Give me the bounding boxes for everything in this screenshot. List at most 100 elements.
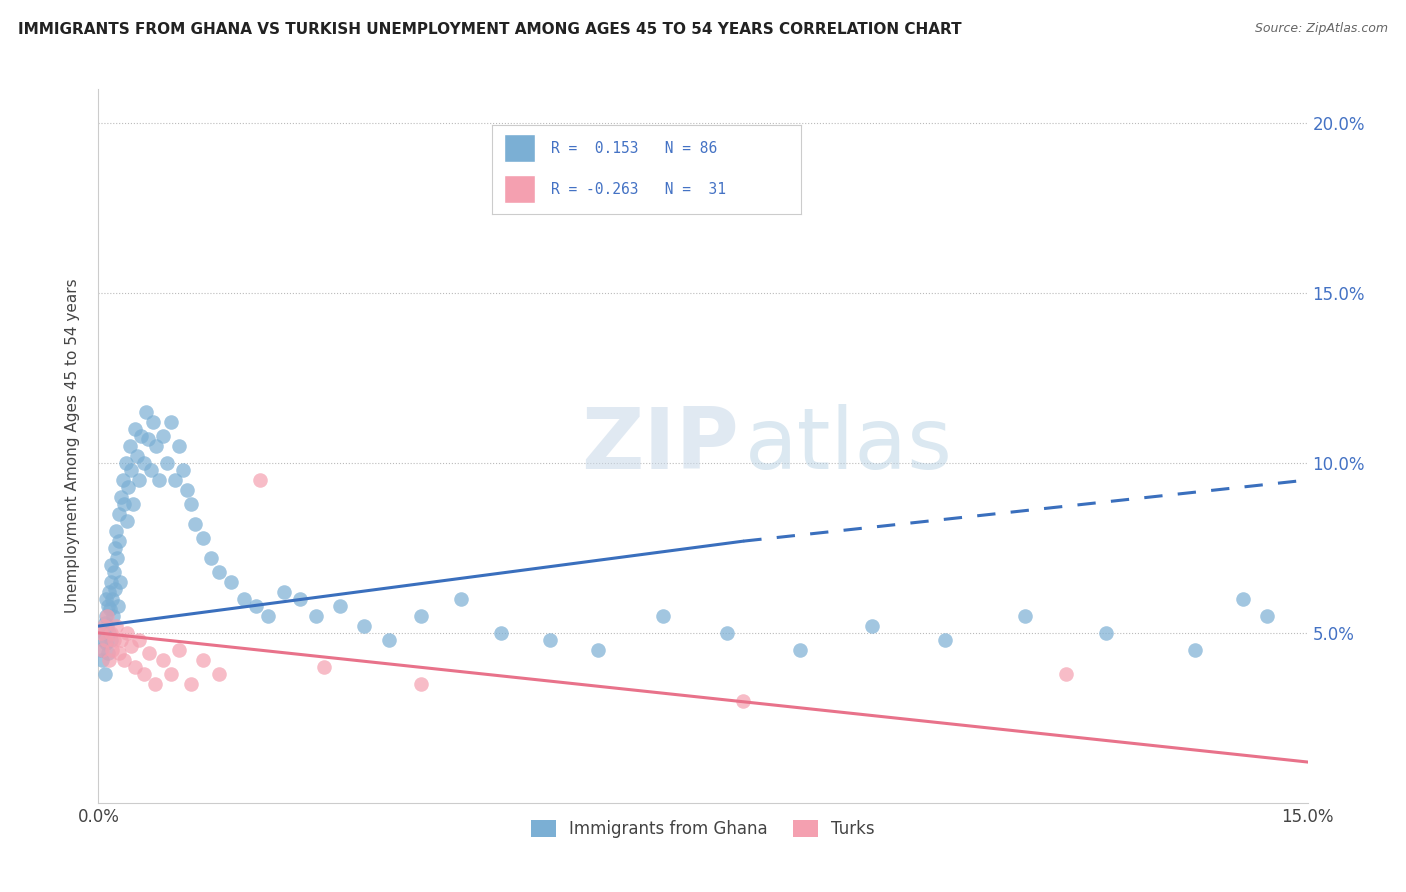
- Point: [193, 653, 215, 667]
- Point: [167, 643, 190, 657]
- Point: [128, 473, 150, 487]
- Point: [1014, 608, 1036, 623]
- Point: [142, 415, 165, 429]
- Point: [94, 632, 117, 647]
- Point: [94, 608, 117, 623]
- Point: [97, 646, 120, 660]
- Point: [91, 643, 114, 657]
- Point: [208, 666, 231, 681]
- Legend: Immigrants from Ghana, Turks: Immigrants from Ghana, Turks: [524, 813, 882, 845]
- Point: [120, 640, 142, 654]
- Point: [138, 646, 160, 660]
- Point: [152, 429, 174, 443]
- Point: [122, 497, 145, 511]
- Point: [139, 463, 162, 477]
- Point: [124, 422, 146, 436]
- Point: [934, 632, 956, 647]
- Point: [193, 531, 215, 545]
- Point: [409, 677, 432, 691]
- Point: [103, 541, 125, 555]
- Point: [538, 632, 561, 647]
- Bar: [505, 134, 536, 162]
- Point: [200, 551, 222, 566]
- Point: [160, 666, 183, 681]
- Point: [288, 591, 311, 606]
- Point: [117, 626, 139, 640]
- Point: [409, 608, 432, 623]
- Point: [586, 643, 609, 657]
- Point: [1232, 591, 1254, 606]
- Point: [172, 463, 194, 477]
- Point: [1256, 608, 1278, 623]
- Text: R =  0.153   N = 86: R = 0.153 N = 86: [551, 141, 717, 155]
- Point: [208, 565, 231, 579]
- Point: [1184, 643, 1206, 657]
- Point: [97, 626, 120, 640]
- Point: [118, 439, 141, 453]
- Point: [117, 480, 139, 494]
- Point: [112, 497, 135, 511]
- Point: [249, 473, 271, 487]
- Point: [90, 626, 112, 640]
- Point: [105, 551, 128, 566]
- Point: [91, 653, 114, 667]
- Point: [114, 456, 136, 470]
- Point: [91, 632, 114, 647]
- Point: [107, 507, 129, 521]
- Point: [104, 582, 127, 596]
- Point: [101, 643, 124, 657]
- Point: [110, 490, 132, 504]
- Point: [273, 585, 295, 599]
- Point: [716, 626, 738, 640]
- Point: [128, 632, 150, 647]
- Point: [221, 574, 243, 589]
- Point: [145, 439, 167, 453]
- Point: [111, 473, 134, 487]
- Point: [94, 615, 117, 630]
- Point: [93, 619, 115, 633]
- Point: [101, 591, 124, 606]
- Point: [105, 524, 128, 538]
- Point: [105, 619, 128, 633]
- Point: [107, 646, 129, 660]
- Point: [103, 632, 125, 647]
- Point: [97, 599, 120, 613]
- Point: [93, 626, 115, 640]
- Point: [96, 636, 118, 650]
- Point: [184, 517, 207, 532]
- Point: [135, 405, 157, 419]
- Point: [98, 602, 121, 616]
- Point: [1095, 626, 1118, 640]
- Point: [148, 473, 170, 487]
- Point: [156, 456, 179, 470]
- Point: [329, 599, 352, 613]
- Point: [115, 514, 138, 528]
- Point: [100, 626, 122, 640]
- Text: ZIP: ZIP: [582, 404, 740, 488]
- Point: [132, 666, 155, 681]
- Point: [450, 591, 472, 606]
- Point: [305, 608, 328, 623]
- Point: [97, 585, 120, 599]
- Point: [97, 653, 120, 667]
- Point: [163, 473, 186, 487]
- Point: [100, 632, 122, 647]
- Point: [101, 608, 124, 623]
- Point: [143, 677, 166, 691]
- Point: [108, 534, 131, 549]
- Point: [167, 439, 190, 453]
- Point: [180, 677, 202, 691]
- Point: [256, 608, 278, 623]
- Text: IMMIGRANTS FROM GHANA VS TURKISH UNEMPLOYMENT AMONG AGES 45 TO 54 YEARS CORRELAT: IMMIGRANTS FROM GHANA VS TURKISH UNEMPLO…: [18, 22, 962, 37]
- Y-axis label: Unemployment Among Ages 45 to 54 years: Unemployment Among Ages 45 to 54 years: [65, 278, 80, 614]
- Point: [108, 574, 131, 589]
- Point: [121, 463, 143, 477]
- Point: [245, 599, 267, 613]
- Point: [651, 608, 673, 623]
- Point: [110, 632, 132, 647]
- Point: [353, 619, 375, 633]
- Point: [138, 432, 160, 446]
- Point: [124, 660, 146, 674]
- Point: [180, 497, 202, 511]
- Point: [112, 653, 135, 667]
